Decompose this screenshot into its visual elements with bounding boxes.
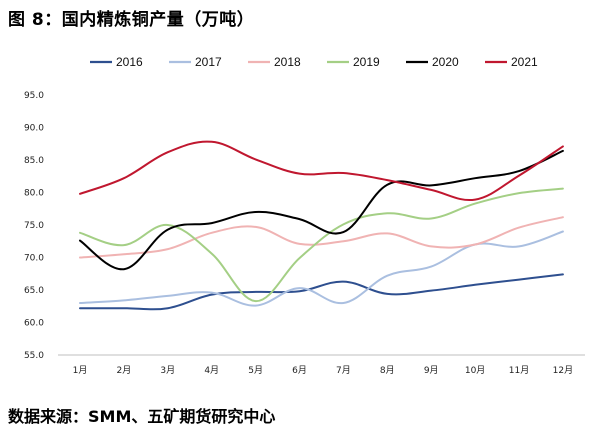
y-tick-label: 75.0 [24, 221, 44, 231]
x-tick-label: 10月 [465, 365, 485, 376]
x-tick-label: 6月 [292, 365, 307, 376]
x-tick-label: 7月 [336, 365, 351, 376]
y-tick-label: 55.0 [24, 351, 44, 361]
legend-label-2021: 2021 [511, 55, 538, 69]
x-tick-label: 8月 [380, 365, 395, 376]
axes: 55.0 60.0 65.0 70.0 75.0 80.0 85.0 90.0 95.0 1月 2月… [24, 91, 585, 376]
x-tick-label: 4月 [204, 365, 219, 376]
legend-label-2019: 2019 [353, 55, 380, 69]
y-tick-label: 70.0 [24, 254, 44, 264]
data-source-note: 数据来源：SMM、五矿期货研究中心 [8, 407, 276, 426]
line-chart-svg: 2016 2017 2018 2019 2020 2021 55.0 60.0 65.0 70.… [24, 55, 585, 376]
series-line-2019 [79, 187, 564, 303]
x-tick-label: 1月 [73, 365, 88, 376]
x-tick-label: 9月 [424, 365, 439, 376]
x-tick-label: 5月 [248, 365, 263, 376]
y-tick-label: 90.0 [24, 124, 44, 134]
legend-label-2020: 2020 [432, 55, 459, 69]
y-tick-label: 60.0 [24, 319, 44, 329]
x-tick-label: 11月 [509, 365, 529, 376]
y-tick-label: 85.0 [24, 156, 44, 166]
legend: 2016 2017 2018 2019 2020 2021 [90, 55, 538, 69]
y-tick-label: 65.0 [24, 286, 44, 296]
legend-label-2017: 2017 [195, 55, 222, 69]
series-line-2020 [79, 149, 564, 271]
figure-title: 图 8：国内精炼铜产量（万吨） [8, 10, 255, 30]
y-tick-label: 80.0 [24, 189, 44, 199]
series-line-2021 [79, 140, 564, 202]
series-line-2016 [79, 273, 564, 311]
series-line-2018 [79, 216, 564, 259]
x-tick-label: 12月 [553, 365, 573, 376]
line-chart: 2016 2017 2018 2019 2020 2021 55.0 60.0 65.0 70.… [0, 36, 598, 396]
x-tick-label: 3月 [160, 365, 175, 376]
y-tick-label: 95.0 [24, 91, 44, 101]
series-lines [79, 140, 564, 311]
x-tick-label: 2月 [117, 365, 132, 376]
legend-label-2016: 2016 [116, 55, 143, 69]
legend-label-2018: 2018 [274, 55, 301, 69]
